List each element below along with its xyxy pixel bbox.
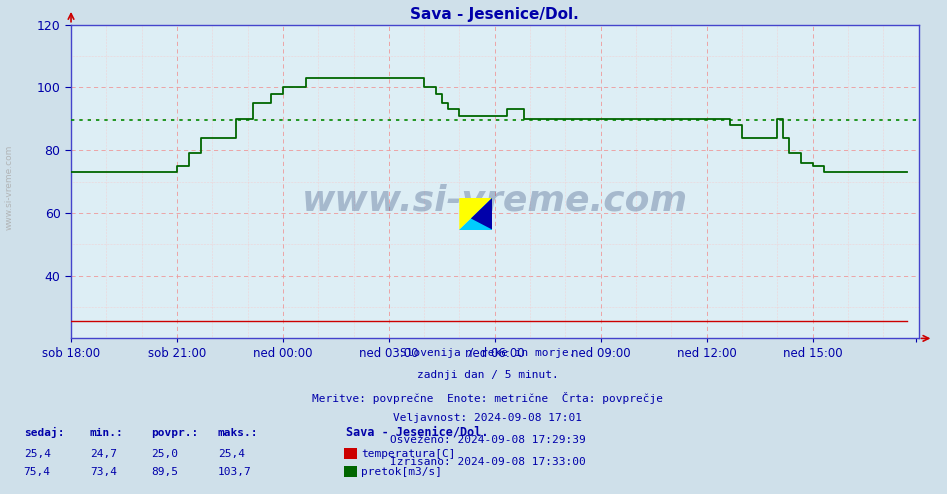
Text: Veljavnost: 2024-09-08 17:01: Veljavnost: 2024-09-08 17:01 — [393, 413, 582, 423]
Polygon shape — [471, 198, 492, 230]
Text: Meritve: povprečne  Enote: metrične  Črta: povprečje: Meritve: povprečne Enote: metrične Črta:… — [313, 392, 663, 404]
Polygon shape — [459, 198, 492, 230]
Text: www.si-vreme.com: www.si-vreme.com — [5, 145, 14, 230]
Text: www.si-vreme.com: www.si-vreme.com — [302, 183, 688, 217]
Text: 75,4: 75,4 — [24, 467, 51, 477]
Title: Sava - Jesenice/Dol.: Sava - Jesenice/Dol. — [410, 7, 580, 22]
Text: 24,7: 24,7 — [90, 449, 117, 459]
Text: 103,7: 103,7 — [218, 467, 252, 477]
Text: temperatura[C]: temperatura[C] — [361, 449, 456, 459]
Text: sedaj:: sedaj: — [24, 427, 64, 438]
Text: 73,4: 73,4 — [90, 467, 117, 477]
Text: 25,0: 25,0 — [152, 449, 179, 459]
Text: Slovenija / reke in morje.: Slovenija / reke in morje. — [400, 348, 576, 358]
Text: maks.:: maks.: — [218, 428, 259, 438]
Text: Izrisano: 2024-09-08 17:33:00: Izrisano: 2024-09-08 17:33:00 — [390, 457, 585, 467]
Text: Sava - Jesenice/Dol.: Sava - Jesenice/Dol. — [346, 426, 488, 439]
Text: 25,4: 25,4 — [24, 449, 51, 459]
Text: 89,5: 89,5 — [152, 467, 179, 477]
Text: 25,4: 25,4 — [218, 449, 245, 459]
Text: pretok[m3/s]: pretok[m3/s] — [361, 467, 442, 477]
Text: min.:: min.: — [90, 428, 124, 438]
Text: povpr.:: povpr.: — [152, 428, 199, 438]
Polygon shape — [459, 198, 492, 230]
Text: zadnji dan / 5 minut.: zadnji dan / 5 minut. — [417, 370, 559, 380]
Text: Osveženo: 2024-09-08 17:29:39: Osveženo: 2024-09-08 17:29:39 — [390, 435, 585, 445]
